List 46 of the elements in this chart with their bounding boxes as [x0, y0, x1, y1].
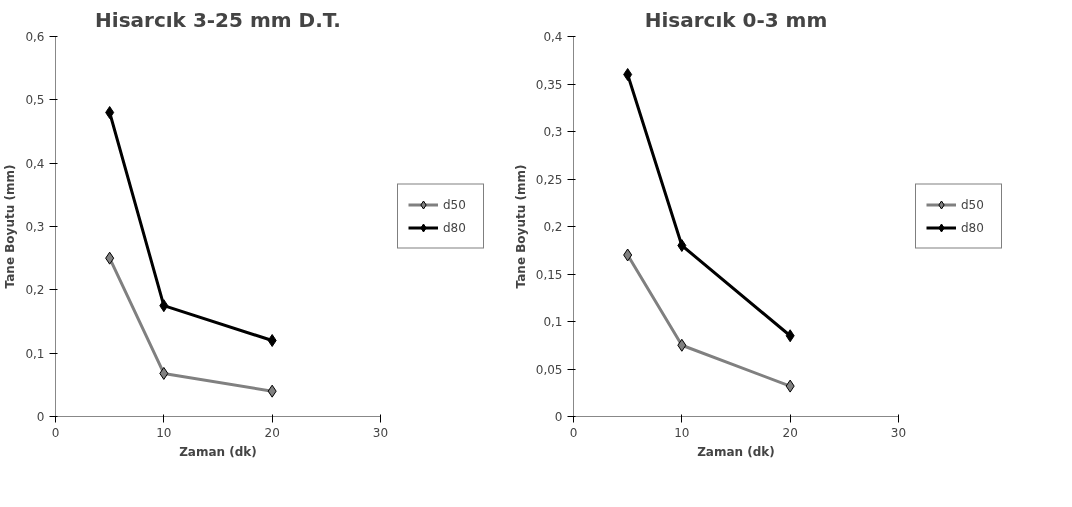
point: [159, 299, 169, 313]
legend-label: d50: [961, 197, 985, 211]
x-tick-label: 30: [890, 425, 907, 440]
y-tick-label: 0,3: [543, 125, 563, 139]
point: [677, 338, 687, 352]
x-tick-label: 20: [782, 425, 798, 440]
y-tick-label: 0,15: [535, 267, 563, 282]
x-tick-label: 0: [569, 425, 578, 440]
x-tick-label: 30: [372, 425, 389, 440]
x-tick-label: 10: [156, 425, 172, 440]
y-axis-title: Tane Boyutu (mm): [3, 164, 18, 289]
legend-label: d50: [443, 197, 467, 211]
chart-title: Hisarcık 0-3 mm: [644, 7, 828, 32]
y-tick-label: 0,3: [25, 220, 45, 234]
x-tick-label: 10: [674, 425, 690, 440]
legend-label: d80: [443, 220, 467, 234]
point: [785, 329, 795, 343]
y-tick-label: 0,2: [543, 220, 563, 234]
x-tick-label: 20: [264, 425, 280, 440]
y-tick-label: 0,1: [25, 346, 45, 361]
x-axis-title: Zaman (dk): [697, 444, 775, 459]
y-tick-label: 0: [554, 410, 563, 424]
y-tick-label: 0,1: [543, 315, 563, 329]
y-tick-label: 0,35: [535, 77, 563, 92]
point: [623, 68, 633, 81]
point: [267, 334, 277, 347]
chart-title: Hisarcık 3-25 mm D.T.: [95, 7, 341, 32]
y-tick-label: 0,4: [543, 30, 563, 44]
y-tick-label: 0,4: [25, 156, 45, 171]
y-axis-title: Tane Boyutu (mm): [513, 164, 528, 289]
y-tick-label: 0,05: [535, 362, 563, 377]
point: [677, 239, 687, 252]
y-tick-label: 0,25: [535, 172, 563, 187]
point: [105, 251, 115, 265]
point: [623, 248, 633, 262]
point: [785, 379, 795, 393]
legend-label: d80: [961, 220, 985, 234]
y-tick-label: 0,2: [25, 283, 45, 298]
point: [159, 366, 169, 380]
y-tick-label: 0,6: [25, 30, 45, 44]
y-tick-label: 0,5: [25, 93, 45, 108]
point: [105, 106, 115, 119]
x-axis-title: Zaman (dk): [179, 444, 257, 459]
point: [267, 384, 277, 398]
x-tick-label: 0: [51, 425, 60, 440]
y-tick-label: 0: [36, 410, 45, 424]
